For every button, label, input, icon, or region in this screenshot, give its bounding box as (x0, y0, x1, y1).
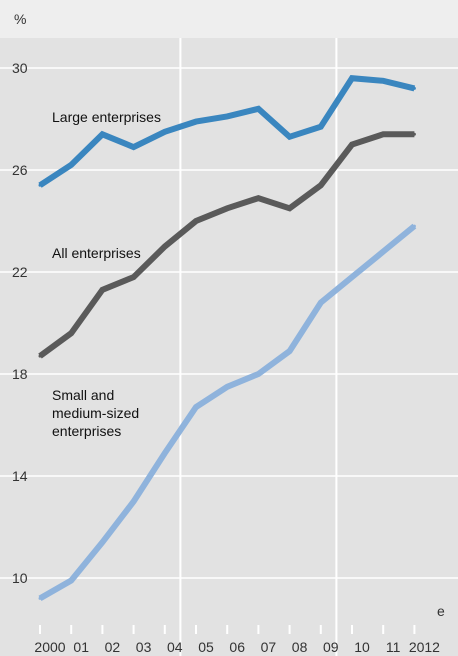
point-small-and-medium-sized-enterprises-4 (163, 451, 167, 455)
point-small-and-medium-sized-enterprises-10 (350, 275, 354, 279)
point-all-enterprises-11 (381, 132, 385, 136)
y-axis-label: % (14, 11, 26, 27)
point-small-and-medium-sized-enterprises-8 (288, 349, 292, 353)
point-small-and-medium-sized-enterprises-12 (412, 224, 416, 228)
gridlines (0, 38, 458, 656)
point-large-enterprises-11 (381, 79, 385, 83)
point-large-enterprises-7 (256, 107, 260, 111)
point-all-enterprises-6 (225, 206, 229, 210)
series-label-all-enterprises: All enterprises (52, 245, 141, 261)
y-tick-label-10: 10 (12, 570, 28, 586)
point-small-and-medium-sized-enterprises-1 (69, 579, 73, 583)
point-large-enterprises-1 (69, 163, 73, 167)
header-band (0, 0, 458, 38)
point-large-enterprises-12 (412, 86, 416, 90)
x-tick-label-0: 2000 (34, 639, 65, 655)
point-all-enterprises-3 (132, 275, 136, 279)
x-tick-label-6: 06 (229, 639, 245, 655)
point-small-and-medium-sized-enterprises-11 (381, 250, 385, 254)
series-label-sme: Small and medium-sized enterprises (52, 387, 143, 439)
y-tick-label-30: 30 (12, 60, 28, 76)
point-large-enterprises-3 (132, 145, 136, 149)
plot-area (0, 38, 458, 656)
series-label-sme-line-3: enterprises (52, 423, 121, 439)
series-lines (38, 75, 417, 602)
x-tick-label-3: 03 (136, 639, 152, 655)
series-label-large-enterprises: Large enterprises (52, 109, 161, 125)
x-tick-label-1: 01 (73, 639, 89, 655)
point-small-and-medium-sized-enterprises-0 (38, 596, 42, 600)
x-tick-label-7: 07 (261, 639, 277, 655)
point-all-enterprises-1 (69, 331, 73, 335)
point-all-enterprises-8 (288, 206, 292, 210)
x-tick-label-5: 05 (198, 639, 214, 655)
point-small-and-medium-sized-enterprises-3 (132, 500, 136, 503)
point-all-enterprises-10 (350, 143, 354, 146)
x-axis-ticks: 2000 01 02 03 04 05 06 07 08 09 10 11 2012 (34, 625, 440, 655)
point-large-enterprises-5 (194, 120, 198, 124)
point-large-enterprises-10 (350, 76, 354, 80)
point-all-enterprises-2 (100, 288, 104, 292)
series-label-sme-line-2: medium-sized (52, 405, 139, 421)
point-small-and-medium-sized-enterprises-5 (194, 405, 198, 409)
x-tick-label-4: 04 (167, 639, 183, 655)
point-large-enterprises-0 (38, 183, 42, 187)
series-label-sme-line-1: Small and (52, 387, 114, 403)
x-tick-label-9: 09 (323, 639, 339, 655)
point-small-and-medium-sized-enterprises-9 (319, 301, 323, 305)
point-large-enterprises-8 (288, 135, 292, 139)
point-small-and-medium-sized-enterprises-6 (225, 385, 229, 389)
x-tick-label-8: 08 (292, 639, 308, 655)
estimate-annotation: e (437, 603, 445, 619)
point-all-enterprises-0 (38, 354, 42, 358)
point-small-and-medium-sized-enterprises-7 (256, 372, 260, 376)
x-tick-label-11: 11 (386, 639, 401, 655)
point-all-enterprises-9 (319, 183, 323, 187)
point-large-enterprises-6 (225, 114, 229, 118)
point-all-enterprises-5 (194, 219, 198, 223)
point-small-and-medium-sized-enterprises-2 (100, 540, 104, 544)
y-tick-label-22: 22 (12, 264, 28, 280)
point-all-enterprises-12 (412, 132, 416, 136)
point-large-enterprises-9 (319, 125, 323, 129)
y-tick-label-14: 14 (12, 468, 28, 484)
x-tick-label-10: 10 (354, 639, 370, 655)
point-large-enterprises-4 (163, 130, 167, 134)
y-tick-label-18: 18 (12, 366, 28, 382)
x-tick-label-12: 2012 (409, 639, 440, 655)
point-all-enterprises-7 (256, 196, 260, 200)
point-large-enterprises-2 (100, 132, 104, 136)
point-all-enterprises-4 (163, 245, 167, 248)
x-tick-label-2: 02 (105, 639, 121, 655)
y-tick-label-26: 26 (12, 162, 28, 178)
y-axis-ticks: 10 14 18 22 26 30 (12, 60, 28, 586)
